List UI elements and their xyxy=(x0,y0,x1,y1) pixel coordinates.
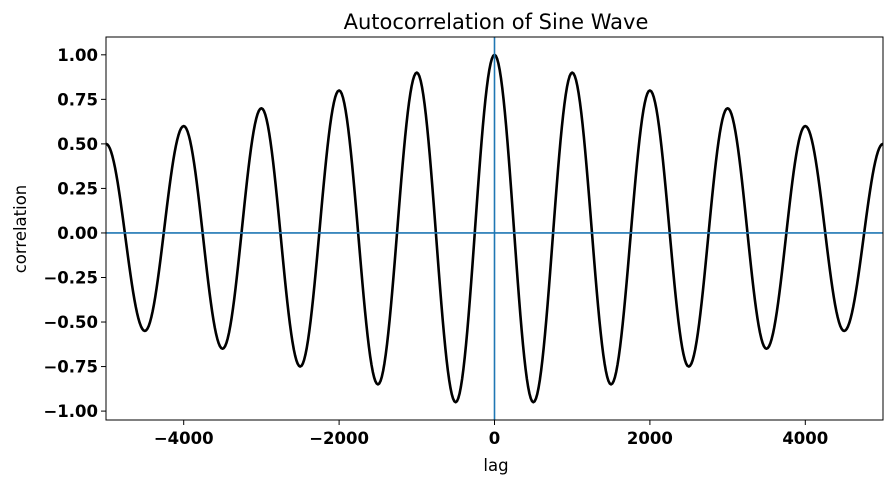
x-tick-label: −2000 xyxy=(309,429,369,448)
plot-content xyxy=(106,37,883,420)
y-tick-label: 0.75 xyxy=(57,90,98,109)
y-tick-label: −0.75 xyxy=(43,358,98,377)
chart-title: Autocorrelation of Sine Wave xyxy=(344,10,649,34)
x-tick-label: 2000 xyxy=(627,429,673,448)
x-axis-label: lag xyxy=(483,456,508,475)
y-tick-label: 0.50 xyxy=(57,135,98,154)
x-tick-label: 4000 xyxy=(782,429,828,448)
y-axis-label: correlation xyxy=(11,185,30,274)
y-tick-label: 1.00 xyxy=(57,46,98,65)
y-tick-label: 0.25 xyxy=(57,179,98,198)
y-tick-label: −0.50 xyxy=(43,313,98,332)
x-tick-label: 0 xyxy=(489,429,500,448)
x-axis-ticks: −4000 −2000 0 2000 4000 xyxy=(154,420,828,448)
y-tick-label: −1.00 xyxy=(43,402,98,421)
x-tick-label: −4000 xyxy=(154,429,214,448)
y-axis-ticks: 1.00 0.75 0.50 0.25 0.00 −0.25 −0.50 −0.75 −1.00 xyxy=(43,46,106,421)
plot-area xyxy=(106,37,883,420)
y-tick-label: −0.25 xyxy=(43,268,98,287)
y-tick-label: 0.00 xyxy=(57,224,98,243)
